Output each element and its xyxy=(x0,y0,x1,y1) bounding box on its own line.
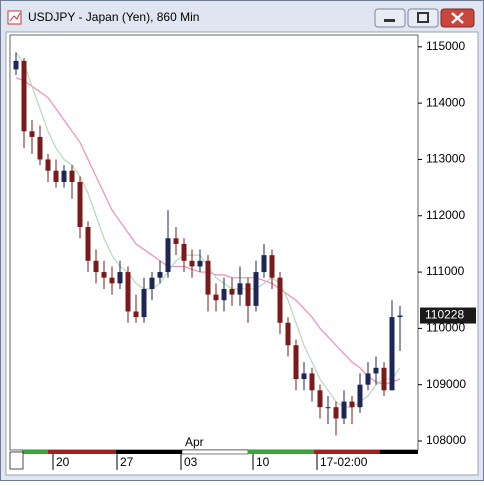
x-tick-label: 17-02:00 xyxy=(320,455,368,469)
candle-body xyxy=(53,170,59,182)
candle-body xyxy=(325,407,331,409)
x-tick-label: 27 xyxy=(120,455,134,469)
session-strip xyxy=(181,449,249,455)
x-tick-label: 03 xyxy=(184,455,198,469)
candle-body xyxy=(149,277,155,289)
candle-body xyxy=(13,60,19,70)
candle-body xyxy=(181,243,187,261)
candle-body xyxy=(333,407,339,419)
maximize-button[interactable] xyxy=(407,8,439,28)
candle-body xyxy=(189,260,195,267)
candle-body xyxy=(229,288,235,295)
candle-body xyxy=(309,373,315,391)
candle-body xyxy=(173,238,179,244)
candle-body xyxy=(141,288,147,318)
candle-body xyxy=(101,272,107,278)
window-title: USDJPY - Japan (Yen), 860 Min xyxy=(28,10,199,24)
candle-body xyxy=(389,317,395,391)
minimize-button[interactable] xyxy=(374,8,406,28)
candle-body xyxy=(397,315,403,318)
candle-body xyxy=(69,170,75,182)
y-tick-label: 115000 xyxy=(426,39,465,53)
candle-body xyxy=(261,255,267,273)
candle-body xyxy=(93,260,99,273)
candle-body xyxy=(285,322,291,346)
candle-body xyxy=(269,255,275,278)
candle-body xyxy=(213,294,219,301)
candle-body xyxy=(37,136,43,160)
candle-body xyxy=(301,373,307,380)
candle-body xyxy=(221,288,227,301)
session-strip xyxy=(314,450,380,454)
candle-body xyxy=(253,272,259,306)
candle-body xyxy=(237,283,243,295)
candle-body xyxy=(205,260,211,295)
candle-body xyxy=(157,272,163,278)
candle-body xyxy=(21,60,27,132)
candle-body xyxy=(381,367,387,391)
x-tick-label: 10 xyxy=(256,455,270,469)
candle-body xyxy=(45,159,51,171)
y-tick-label: 113000 xyxy=(426,152,465,166)
session-strip xyxy=(116,450,182,454)
candle-body xyxy=(373,367,379,374)
candle-body xyxy=(133,311,139,318)
scroll-box[interactable] xyxy=(9,451,24,470)
session-strip xyxy=(22,450,48,454)
candle-body xyxy=(365,373,371,385)
candle-body xyxy=(85,227,91,261)
y-tick-label: 111000 xyxy=(426,264,465,278)
plot-area xyxy=(9,34,419,451)
candle-body xyxy=(341,401,347,419)
close-button[interactable] xyxy=(440,8,475,28)
candle-body xyxy=(277,277,283,323)
session-strip xyxy=(380,450,418,454)
app-icon xyxy=(7,10,22,25)
y-tick-label: 114000 xyxy=(426,95,465,109)
y-tick-label: 112000 xyxy=(426,208,465,222)
candle-body xyxy=(293,345,299,380)
candle-body xyxy=(77,181,83,228)
y-tick-label: 109000 xyxy=(426,377,466,391)
session-strip xyxy=(48,450,116,454)
candle-body xyxy=(61,170,67,182)
x-tick-label: 20 xyxy=(56,455,70,469)
candle-body xyxy=(349,401,355,408)
y-tick-label: 110000 xyxy=(426,321,465,335)
last-price-box xyxy=(420,307,476,324)
month-label: Apr xyxy=(185,435,204,449)
candle-body xyxy=(165,238,171,273)
last-price-label: 110228 xyxy=(425,308,464,322)
y-tick-label: 108000 xyxy=(426,433,466,447)
candle-body xyxy=(197,260,203,267)
app-icon-glyph xyxy=(9,12,21,22)
candle-body xyxy=(357,384,363,408)
candle-body xyxy=(29,131,35,137)
candle-body xyxy=(109,277,115,284)
candle-body xyxy=(117,272,123,284)
candle-body xyxy=(125,272,131,312)
candle-body xyxy=(245,283,251,306)
session-strip xyxy=(248,450,314,454)
candle-body xyxy=(317,390,323,408)
